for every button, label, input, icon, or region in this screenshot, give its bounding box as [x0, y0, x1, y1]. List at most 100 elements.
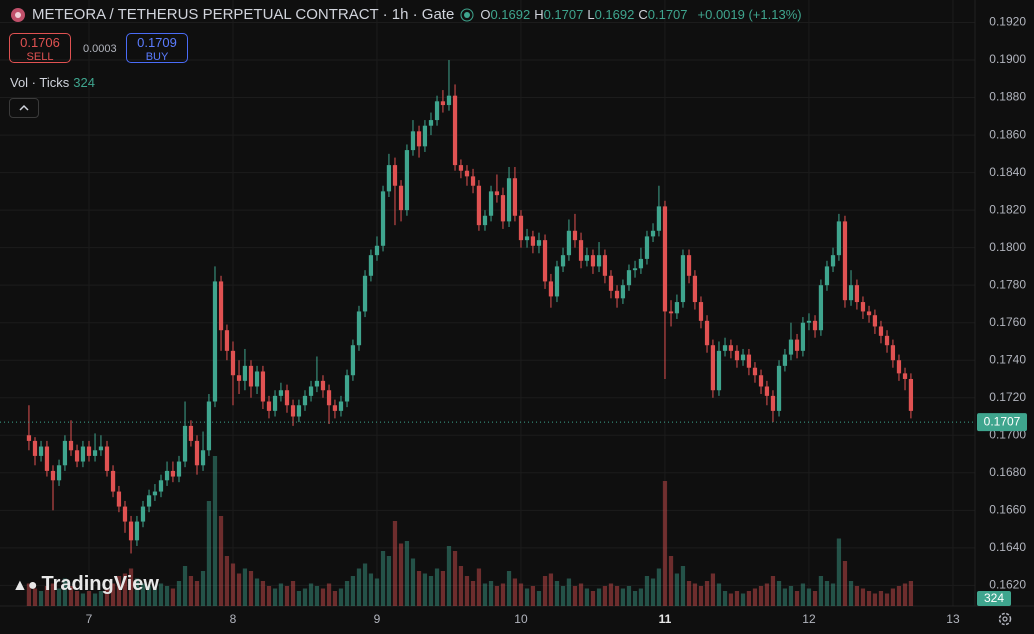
y-tick-label: 0.1760 — [989, 315, 1026, 329]
candle-body — [836, 221, 842, 256]
candle-body — [158, 480, 164, 492]
candle-body — [860, 302, 866, 312]
collapse-button[interactable] — [9, 98, 39, 118]
candle-body — [326, 390, 332, 406]
candle-body — [212, 281, 218, 402]
candle-body — [824, 266, 830, 286]
candle-body — [176, 461, 182, 477]
candle-body — [722, 345, 728, 351]
volume-bar — [902, 583, 908, 606]
candle-body — [224, 330, 230, 351]
candle-body — [506, 178, 512, 222]
candle-body — [182, 425, 188, 462]
volume-bar — [836, 538, 842, 606]
candle-body — [392, 165, 398, 186]
candle-body — [50, 470, 56, 481]
volume-bar — [272, 588, 278, 606]
volume-bar — [32, 588, 38, 606]
volume-bar — [854, 586, 860, 606]
volume-bar — [110, 583, 116, 606]
candle-body — [608, 275, 614, 291]
x-tick-label: 13 — [946, 612, 960, 626]
candle-body — [536, 240, 542, 246]
sell-button[interactable]: 0.1706 SELL — [9, 33, 71, 63]
candle-body — [68, 440, 74, 451]
volume-bar — [446, 546, 452, 606]
candle-body — [476, 185, 482, 226]
candle-body — [758, 375, 764, 387]
volume-bar — [386, 556, 392, 606]
candle-body — [74, 450, 80, 462]
volume-bar — [92, 593, 98, 606]
candle-body — [494, 191, 500, 196]
volume-bar — [314, 586, 320, 606]
buy-button[interactable]: 0.1709 BUY — [126, 33, 188, 63]
candle-body — [716, 350, 722, 391]
y-tick-label: 0.1840 — [989, 165, 1026, 179]
volume-bar — [638, 588, 644, 606]
settings-button[interactable] — [998, 612, 1012, 626]
y-tick-label: 0.1860 — [989, 127, 1026, 141]
volume-bar — [278, 583, 284, 606]
candle-body — [194, 440, 200, 466]
volume-bar — [362, 563, 368, 606]
candle-body — [134, 521, 140, 541]
candle-body — [614, 290, 620, 299]
candle-body — [314, 380, 320, 387]
candle-body — [164, 470, 170, 481]
volume-bar — [26, 583, 32, 606]
candle-body — [128, 521, 134, 541]
volume-bar — [572, 586, 578, 606]
candle-body — [818, 285, 824, 331]
volume-bar — [830, 583, 836, 606]
volume-bar — [656, 568, 662, 606]
volume-bar — [398, 543, 404, 606]
y-tick-label: 0.1780 — [989, 277, 1026, 291]
candle-body — [152, 491, 158, 496]
volume-bar — [866, 591, 872, 606]
volume-bar — [692, 583, 698, 606]
volume-bar — [224, 556, 230, 606]
volume-bar — [848, 581, 854, 606]
candle-body — [344, 375, 350, 402]
candle-body — [644, 236, 650, 259]
candle-body — [320, 380, 326, 391]
candle-body — [656, 206, 662, 231]
volume-bar — [644, 576, 650, 606]
x-tick-label: 9 — [374, 612, 381, 626]
candle-body — [626, 270, 632, 286]
candle-body — [770, 395, 776, 411]
candle-body — [350, 345, 356, 376]
ohlc-key: O — [480, 7, 491, 22]
x-tick-label: 10 — [514, 612, 528, 626]
volume-bar — [122, 573, 128, 606]
candle-body — [464, 170, 470, 177]
candle-body — [404, 150, 410, 211]
volume-bar — [488, 581, 494, 606]
candle-body — [512, 178, 518, 216]
last-price-label: 0.1707 — [984, 414, 1021, 428]
volume-bar — [470, 581, 476, 606]
candle-body — [332, 405, 338, 411]
y-tick-label: 0.1820 — [989, 202, 1026, 216]
candle-body — [218, 281, 224, 331]
volume-bar — [464, 576, 470, 606]
candle-body — [488, 191, 494, 216]
volume-bar — [680, 566, 686, 606]
volume-bar — [452, 551, 458, 606]
candle-body — [710, 345, 716, 391]
volume-bar — [872, 593, 878, 606]
x-tick-label: 12 — [802, 612, 816, 626]
candle-body — [308, 386, 314, 396]
candle-body — [356, 311, 362, 346]
volume-bar — [548, 573, 554, 606]
candle-body — [794, 339, 800, 351]
candle-body — [32, 440, 38, 456]
symbol-title[interactable]: METEORA / TETHERUS PERPETUAL CONTRACT · … — [32, 6, 455, 23]
candle-body — [200, 450, 206, 466]
candle-body — [368, 255, 374, 276]
volume-bar — [410, 558, 416, 606]
candle-body — [866, 311, 872, 316]
volume-bar — [698, 586, 704, 606]
candle-body — [884, 335, 890, 346]
